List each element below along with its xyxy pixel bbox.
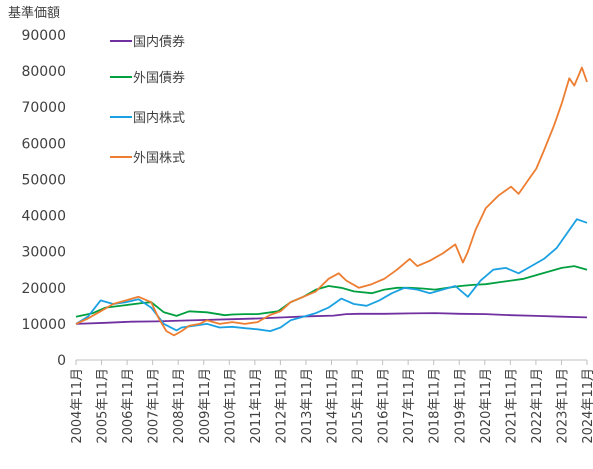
x-tick-label: 2013年11月 — [300, 368, 315, 444]
x-tick-label: 2004年11月 — [70, 368, 85, 444]
y-tick-label: 60000 — [21, 136, 66, 152]
x-tick-label: 2011年11月 — [249, 368, 264, 444]
series-line — [75, 66, 588, 337]
x-tick-label: 2005年11月 — [96, 368, 111, 444]
legend-label: 外国債券 — [133, 70, 185, 86]
x-tick-label: 2015年11月 — [351, 368, 366, 444]
x-tick-label: 2018年11月 — [428, 368, 443, 444]
y-tick-label: 30000 — [21, 245, 66, 261]
x-tick-label: 2010年11月 — [223, 368, 238, 444]
series-line — [75, 265, 588, 318]
x-tick-label: 2014年11月 — [326, 368, 341, 444]
x-tick-label: 2009年11月 — [198, 368, 213, 444]
y-tick-label: 70000 — [21, 100, 66, 116]
x-tick-label: 2019年11月 — [453, 368, 468, 444]
legend-label: 国内債券 — [133, 34, 185, 50]
legend-label: 国内株式 — [133, 110, 185, 126]
series-line — [75, 218, 588, 333]
x-tick-label: 2007年11月 — [147, 368, 162, 444]
y-tick-label: 0 — [57, 353, 66, 369]
y-tick-label: 10000 — [21, 317, 66, 333]
y-tick-label: 90000 — [21, 28, 66, 44]
y-tick-label: 40000 — [21, 209, 66, 225]
y-tick-label: 50000 — [21, 172, 66, 188]
x-tick-label: 2023年11月 — [555, 368, 570, 444]
x-tick-label: 2006年11月 — [121, 368, 136, 444]
x-tick-label: 2012年11月 — [274, 368, 289, 444]
y-tick-label: 80000 — [21, 64, 66, 80]
y-tick-label: 20000 — [21, 281, 66, 297]
x-tick-label: 2020年11月 — [479, 368, 494, 444]
x-tick-label: 2021年11月 — [504, 368, 519, 444]
x-tick-label: 2017年11月 — [402, 368, 417, 444]
series-line — [75, 312, 588, 325]
legend-label: 外国株式 — [133, 151, 185, 166]
y-axis-title: 基準価額 — [8, 6, 61, 21]
x-tick-label: 2008年11月 — [172, 368, 187, 444]
x-tick-label: 2016年11月 — [377, 368, 392, 444]
x-tick-label: 2024年11月 — [581, 368, 593, 444]
x-tick-label: 2022年11月 — [530, 368, 545, 444]
